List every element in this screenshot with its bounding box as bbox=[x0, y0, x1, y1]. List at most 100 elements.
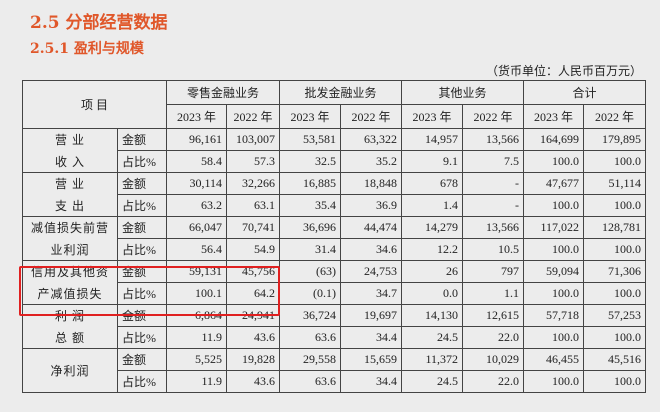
cell-value: 100.0 bbox=[523, 194, 584, 217]
cell-value: 24,753 bbox=[340, 260, 402, 283]
cell-value: 58.4 bbox=[166, 150, 227, 173]
cell-value: 63.2 bbox=[166, 194, 227, 217]
cell-value: 11.9 bbox=[166, 326, 227, 349]
metric-label: 金额 bbox=[117, 304, 167, 327]
cell-value: 100.0 bbox=[523, 326, 584, 349]
cell-value: 13,566 bbox=[462, 128, 524, 151]
row-label: 业利润 bbox=[22, 238, 118, 261]
cell-value: - bbox=[462, 172, 524, 195]
header-year: 2023 年 bbox=[166, 104, 227, 129]
section-title: 2.5 分部经营数据 bbox=[30, 13, 168, 33]
table-row: 业利润 占比% 56.4 54.9 31.4 34.6 12.2 10.5 100.0 100.0 bbox=[22, 238, 646, 261]
cell-value: 24,941 bbox=[226, 304, 280, 327]
cell-value: 6,864 bbox=[166, 304, 227, 327]
cell-value: 13,566 bbox=[462, 216, 524, 239]
cell-value: 19,828 bbox=[226, 348, 280, 371]
cell-value: 64.2 bbox=[226, 282, 280, 305]
metric-label: 占比% bbox=[117, 150, 167, 173]
row-label: 支 出 bbox=[22, 194, 118, 217]
cell-value: 29,558 bbox=[279, 348, 341, 371]
cell-value: 15,659 bbox=[340, 348, 402, 371]
cell-value: 678 bbox=[401, 172, 463, 195]
header-year: 2023 年 bbox=[401, 104, 463, 129]
cell-value: 1.1 bbox=[462, 282, 524, 305]
cell-value: 14,957 bbox=[401, 128, 463, 151]
cell-value: 12.2 bbox=[401, 238, 463, 261]
cell-value: 24.5 bbox=[401, 370, 463, 393]
cell-value: 63.1 bbox=[226, 194, 280, 217]
cell-value: 71,306 bbox=[583, 260, 646, 283]
header-group: 零售金融业务 bbox=[166, 80, 280, 105]
row-label: 净利润 bbox=[22, 348, 118, 393]
cell-value: 32,266 bbox=[226, 172, 280, 195]
header-year: 2022 年 bbox=[226, 104, 280, 129]
cell-value: 12,615 bbox=[462, 304, 524, 327]
row-label: 信用及其他资 bbox=[22, 260, 118, 283]
cell-value: 34.4 bbox=[340, 370, 402, 393]
cell-value: 164,699 bbox=[523, 128, 584, 151]
cell-value: 63.6 bbox=[279, 326, 341, 349]
cell-value: 26 bbox=[401, 260, 463, 283]
cell-value: 34.4 bbox=[340, 326, 402, 349]
cell-value: 56.4 bbox=[166, 238, 227, 261]
cell-value: 63,322 bbox=[340, 128, 402, 151]
cell-value: 31.4 bbox=[279, 238, 341, 261]
header-row: 项 目零售金融业务 批发金融业务 其他业务 合计 bbox=[22, 80, 646, 129]
metric-label: 占比% bbox=[117, 238, 167, 261]
row-label: 营 业 bbox=[22, 172, 118, 195]
cell-value: 100.0 bbox=[583, 150, 646, 173]
cell-value: 45,516 bbox=[583, 348, 646, 371]
table-row: 产减值损失 占比% 100.1 64.2 (0.1) 34.7 0.0 1.1 100.0 100… bbox=[22, 282, 646, 305]
header-year: 2022 年 bbox=[583, 104, 646, 129]
cell-value: 100.0 bbox=[523, 150, 584, 173]
cell-value: 96,161 bbox=[166, 128, 227, 151]
cell-value: 32.5 bbox=[279, 150, 341, 173]
cell-value: 100.0 bbox=[523, 238, 584, 261]
cell-value: 43.6 bbox=[226, 326, 280, 349]
row-label: 收 入 bbox=[22, 150, 118, 173]
cell-value: 51,114 bbox=[583, 172, 646, 195]
cell-value: 22.0 bbox=[462, 326, 524, 349]
metric-label: 金额 bbox=[117, 348, 167, 371]
table-row: 收 入占比% 58.4 57.3 32.5 35.2 9.1 7.5 100.0 100.0 bbox=[22, 150, 646, 173]
cell-value: 18,848 bbox=[340, 172, 402, 195]
cell-value: (0.1) bbox=[279, 282, 341, 305]
row-label: 产减值损失 bbox=[22, 282, 118, 305]
table-row: 信用及其他资 金额 59,131 45,756 (63) 24,753 26 797 59,09… bbox=[22, 260, 646, 283]
cell-value: 34.6 bbox=[340, 238, 402, 261]
table-row: 营 业金额 30,114 32,266 16,885 18,848 678-47,677 5… bbox=[22, 172, 646, 195]
cell-value: 100.0 bbox=[583, 238, 646, 261]
table-row: 占比% 11.9 43.6 63.6 34.4 24.5 22.0 100.0 100.0 bbox=[23, 370, 646, 393]
header-group: 其他业务 bbox=[401, 80, 524, 105]
cell-value: 797 bbox=[462, 260, 524, 283]
cell-value: 57,718 bbox=[523, 304, 584, 327]
cell-value: 36,724 bbox=[279, 304, 341, 327]
cell-value: 45,756 bbox=[226, 260, 280, 283]
cell-value: 100.0 bbox=[523, 370, 584, 393]
cell-value: 10.5 bbox=[462, 238, 524, 261]
cell-value: 19,697 bbox=[340, 304, 402, 327]
metric-label: 金额 bbox=[117, 216, 167, 239]
header-group: 批发金融业务 bbox=[279, 80, 402, 105]
cell-value: 57,253 bbox=[583, 304, 646, 327]
cell-value: 103,007 bbox=[226, 128, 280, 151]
cell-value: 14,279 bbox=[401, 216, 463, 239]
metric-label: 金额 bbox=[117, 172, 167, 195]
cell-value: 100.0 bbox=[583, 194, 646, 217]
cell-value: - bbox=[462, 194, 524, 217]
metric-label: 金额 bbox=[117, 128, 167, 151]
cell-value: 36,696 bbox=[279, 216, 341, 239]
metric-label: 金额 bbox=[117, 260, 167, 283]
cell-value: 1.4 bbox=[401, 194, 463, 217]
row-label: 营 业 bbox=[22, 128, 118, 151]
header-year: 2022 年 bbox=[340, 104, 402, 129]
cell-value: 47,677 bbox=[523, 172, 584, 195]
cell-value: 9.1 bbox=[401, 150, 463, 173]
cell-value: 14,130 bbox=[401, 304, 463, 327]
cell-value: 24.5 bbox=[401, 326, 463, 349]
cell-value: 59,094 bbox=[523, 260, 584, 283]
cell-value: 70,741 bbox=[226, 216, 280, 239]
cell-value: 11.9 bbox=[166, 370, 227, 393]
cell-value: 128,781 bbox=[583, 216, 646, 239]
